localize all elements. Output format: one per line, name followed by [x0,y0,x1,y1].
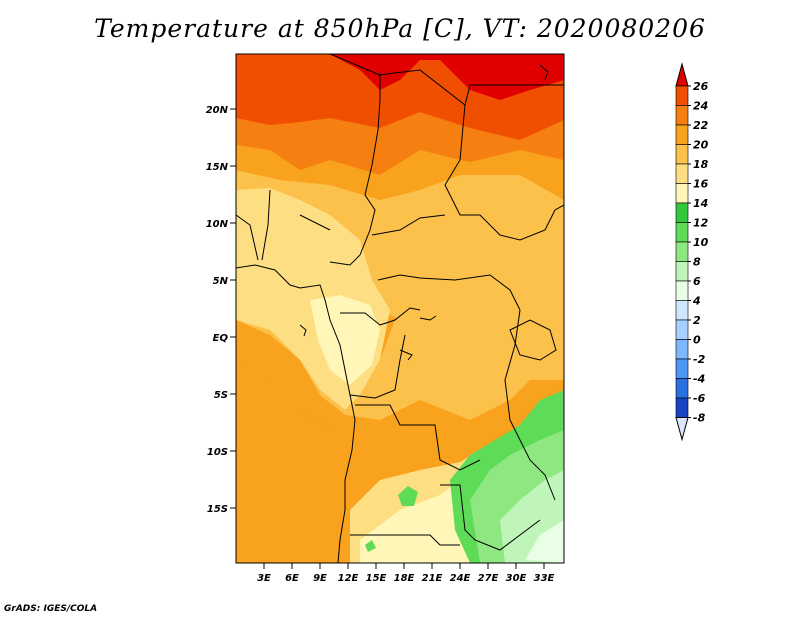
country-borders [236,54,564,563]
field-14-16 [310,295,380,385]
colorbar-label: 22 [693,119,709,132]
y-tick-label: 20N [206,105,229,116]
x-tick-label: 6E [285,573,299,584]
plot-frame [235,53,565,564]
colorbar-label: 4 [692,295,701,308]
colorbar-label: 8 [693,256,701,269]
field-12-14-patch [398,486,418,506]
colorbar-bottom-arrow [675,417,689,442]
x-tick-label: 24E [450,573,471,584]
colorbar-swatch [675,105,689,126]
colorbar-swatch [675,222,689,243]
temperature-field [236,54,564,563]
y-tick-label: 15N [206,162,229,173]
y-tick-label: 10S [207,447,228,458]
colorbar-swatch [675,85,689,106]
credit-label: GrADS: IGES/COLA [4,604,98,614]
colorbar-label: 20 [693,139,709,152]
colorbar-swatch [675,319,689,340]
colorbar-swatch [675,358,689,379]
colorbar-top-arrow [675,62,689,87]
colorbar-label: -4 [693,373,705,386]
x-tick-label: 30E [506,573,527,584]
x-tick-label: 18E [394,573,415,584]
colorbar-swatch [675,280,689,301]
y-tick-label: 15S [207,504,228,515]
x-tick-label: 15E [366,573,387,584]
colorbar-swatch [675,241,689,262]
colorbar-swatch [675,300,689,321]
colorbar-swatch [675,202,689,223]
colorbar-swatch [675,261,689,282]
colorbar-swatch [675,378,689,399]
colorbar-label: 18 [693,158,709,171]
colorbar-swatch [675,183,689,204]
colorbar-label: 12 [693,217,709,230]
colorbar-label: 2 [693,314,701,327]
colorbar-label: 0 [693,334,701,347]
y-tick-label: 10N [206,219,229,230]
x-axis [263,563,545,569]
field-12-14-patch-2 [365,540,376,552]
colorbar-label: 24 [693,100,708,113]
x-tick-label: 12E [338,573,359,584]
colorbar-swatch [675,397,689,418]
field-20-22-west [236,360,345,563]
colorbar-swatch [675,339,689,360]
colorbar-label: -2 [693,353,706,366]
x-tick-label: 33E [534,573,555,584]
x-tick-label: 9E [313,573,327,584]
y-tick-labels: 20N 15N 10N 5N EQ 5S 10S 15S [206,105,229,515]
map-title: Temperature at 850hPa [C], VT: 202008020… [94,14,706,43]
x-tick-label: 27E [478,573,499,584]
y-tick-label: 5N [213,276,229,287]
colorbar-label: -8 [693,412,706,425]
y-tick-label: 5S [214,390,228,401]
field-18-20-central [236,290,564,420]
colorbar-swatch [675,144,689,165]
colorbar-label: -6 [693,392,706,405]
colorbar-label: 14 [693,197,708,210]
y-tick-label: EQ [213,333,229,344]
field-6-8 [525,520,564,563]
colorbar-swatch [675,163,689,184]
x-tick-label: 21E [422,573,443,584]
colorbar-label: 16 [693,178,709,191]
colorbar-label: 10 [693,236,709,249]
field-26-plus [236,54,564,100]
x-tick-labels: 3E 6E 9E 12E 15E 18E 21E 24E 27E 30E 33E [257,573,554,584]
colorbar-label: 6 [693,275,701,288]
colorbar-label: 26 [693,80,709,93]
y-axis [230,108,236,509]
x-tick-label: 3E [257,573,271,584]
colorbar-swatch [675,124,689,145]
